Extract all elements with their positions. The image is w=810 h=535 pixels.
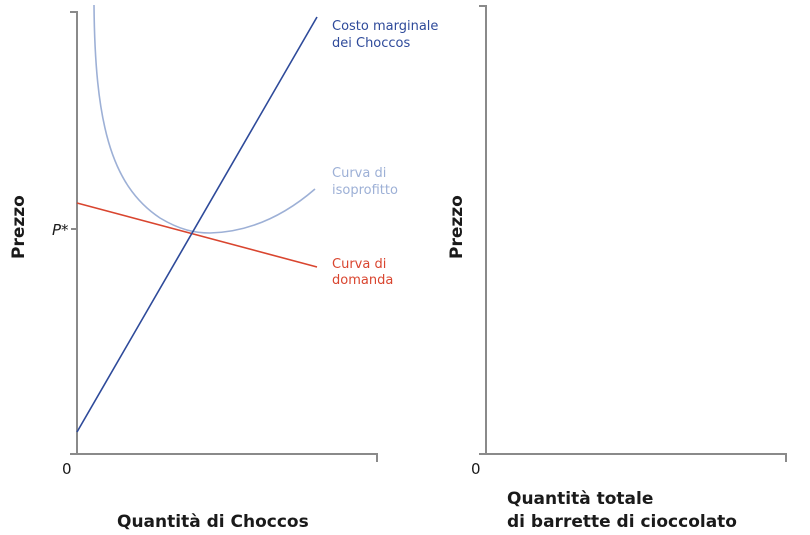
left-y-axis (70, 11, 78, 454)
left-chart: Costo marginale dei Choccos Curva di iso… (9, 4, 438, 532)
mc-label-line1: Costo marginale (332, 19, 438, 34)
left-x-axis (70, 453, 378, 462)
left-x-axis-title: Quantità di Choccos (117, 512, 309, 532)
demand-curve (76, 202, 318, 268)
isoprofit-label-line1: Curva di (332, 166, 386, 181)
left-y-axis-title: Prezzo (9, 195, 29, 259)
demand-label-line1: Curva di (332, 257, 386, 272)
pstar-label: P* (52, 221, 69, 239)
mc-label-line2: dei Choccos (332, 36, 411, 51)
right-x-axis (479, 453, 787, 462)
right-chart: 0 Prezzo Quantità totale di barrette di … (447, 5, 787, 532)
right-x-axis-title-line1: Quantità totale (507, 489, 653, 509)
right-y-axis-title: Prezzo (447, 195, 467, 259)
right-x-axis-title-line2: di barrette di cioccolato (507, 512, 737, 532)
right-y-axis (479, 5, 487, 454)
demand-label-line2: domanda (332, 273, 393, 288)
marginal-cost-curve (76, 16, 318, 433)
right-origin-label: 0 (471, 460, 481, 478)
isoprofit-curve (93, 4, 316, 234)
isoprofit-label-line2: isoprofitto (332, 183, 398, 198)
left-origin-label: 0 (62, 460, 72, 478)
